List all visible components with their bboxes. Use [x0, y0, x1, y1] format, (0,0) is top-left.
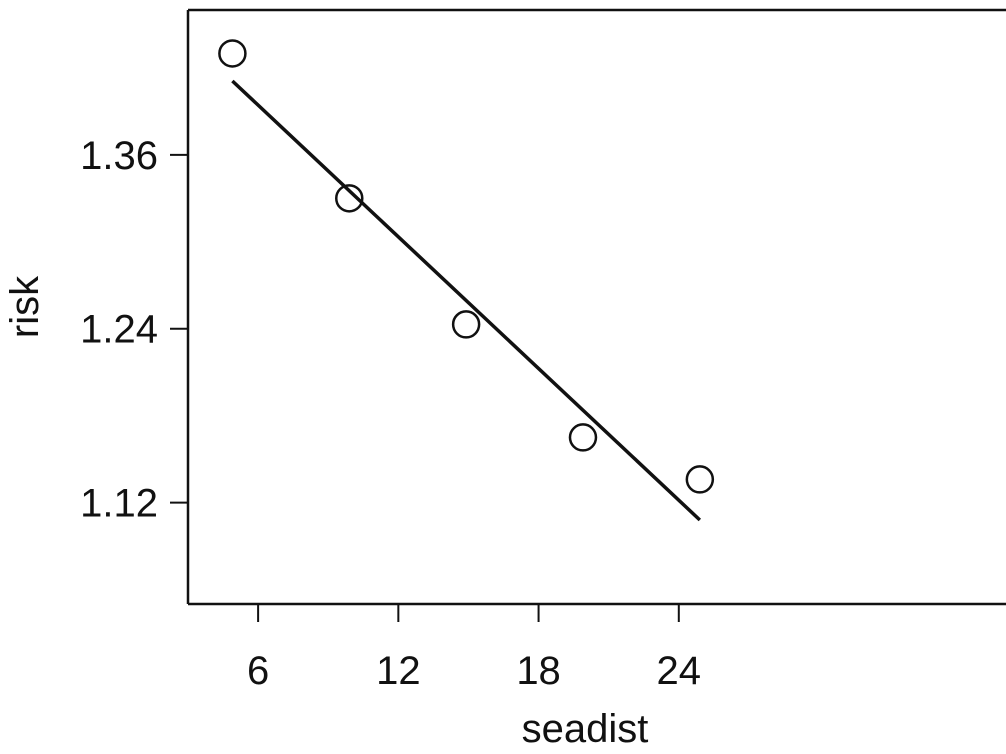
- x-tick-label: 24: [657, 649, 702, 693]
- y-axis-ticks: 1.12 1.24 1.36: [80, 134, 188, 526]
- y-tick-label: 1.36: [80, 134, 158, 178]
- fit-line: [231, 79, 702, 522]
- data-point: [335, 184, 364, 213]
- data-point: [685, 465, 715, 494]
- y-axis-label: risk: [3, 275, 47, 338]
- data-point: [451, 310, 481, 339]
- y-tick-label: 1.12: [80, 482, 158, 526]
- plot-frame: [186, 8, 1006, 606]
- x-axis-label: seadist: [522, 707, 649, 751]
- data-point: [568, 423, 598, 452]
- x-tick-label: 18: [516, 649, 561, 693]
- x-tick-label: 6: [247, 649, 269, 693]
- x-tick-label: 12: [376, 649, 421, 693]
- fit-line-group: [231, 79, 702, 522]
- y-tick-label: 1.24: [80, 308, 158, 352]
- data-points: [218, 39, 715, 494]
- data-point: [218, 39, 247, 68]
- x-axis-ticks: 6 12 18 24: [247, 604, 701, 693]
